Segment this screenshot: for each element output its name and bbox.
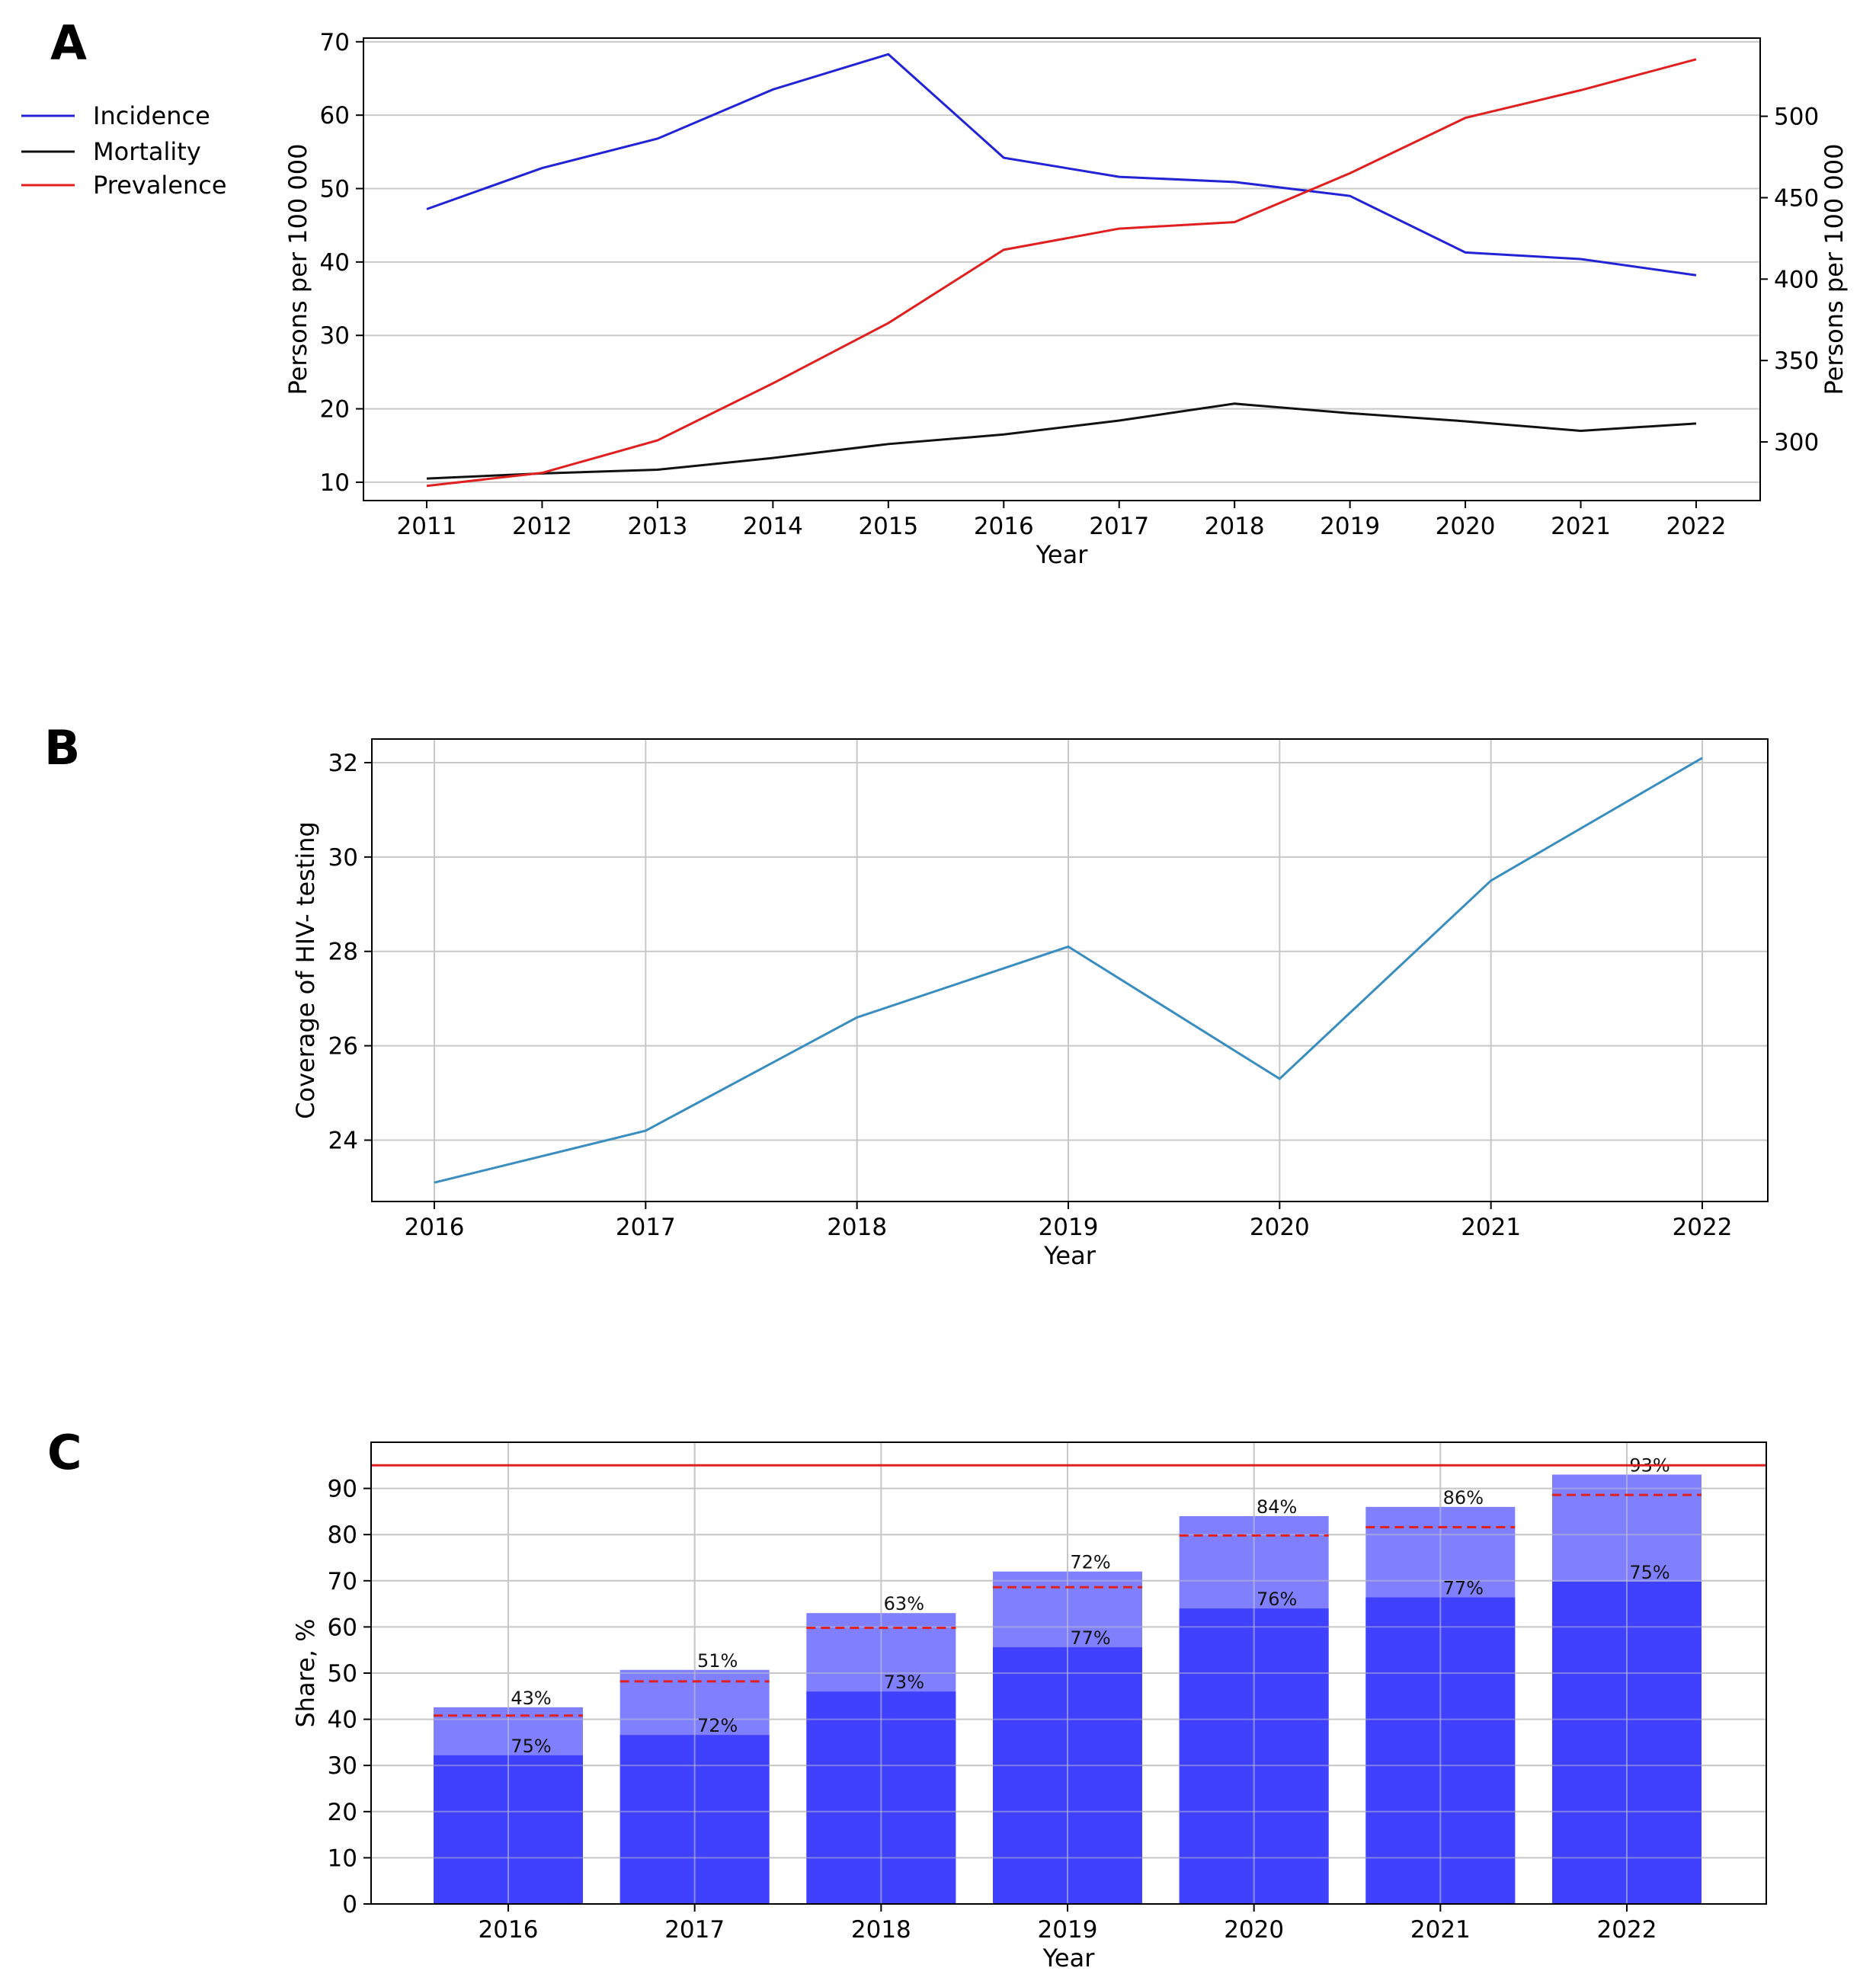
- y-right-tick-label: 500: [1774, 104, 1819, 131]
- y-tick-label: 60: [320, 102, 350, 130]
- x-tick-label: 2018: [1205, 513, 1265, 540]
- bar-total-label: 86%: [1443, 1487, 1484, 1509]
- x-tick-label: 2020: [1436, 513, 1496, 540]
- y-right-tick-label: 450: [1774, 184, 1819, 212]
- y-tick-label: 24: [328, 1127, 358, 1154]
- plot-frame-a: [363, 37, 1761, 501]
- x-tick-label: 2015: [858, 513, 918, 540]
- x-axis-label: Year: [1042, 1944, 1096, 1973]
- panel-label-a: A: [50, 15, 87, 71]
- y-right-tick-label: 350: [1774, 347, 1819, 375]
- x-axis-label: Year: [1043, 1241, 1096, 1270]
- bar-total-label: 84%: [1257, 1496, 1297, 1518]
- panel-label-b: B: [44, 720, 81, 776]
- y-axis-label: Share, %: [291, 1618, 320, 1727]
- y-tick-label: 40: [328, 1707, 357, 1734]
- x-tick-label: 2012: [512, 513, 572, 540]
- bar-inner-label: 76%: [1257, 1589, 1297, 1610]
- series-line-prevalence: [426, 58, 1697, 488]
- bar-inner-label: 75%: [511, 1736, 551, 1757]
- x-tick-label: 2017: [616, 1214, 676, 1241]
- y-tick-label: 0: [342, 1891, 357, 1918]
- y-tick-label: 90: [328, 1476, 357, 1503]
- y-tick-label: 20: [328, 1799, 357, 1826]
- bar-inner-label: 77%: [1443, 1578, 1484, 1599]
- y-right-tick-label: 300: [1774, 429, 1819, 456]
- x-tick-label: 2018: [851, 1916, 911, 1944]
- y-tick-label: 70: [320, 29, 350, 56]
- x-axis-label: Year: [1036, 540, 1089, 569]
- x-tick-label: 2022: [1666, 513, 1727, 540]
- x-tick-label: 2016: [479, 1916, 539, 1944]
- y-tick-label: 40: [320, 249, 350, 277]
- y-right-tick-label: 400: [1774, 266, 1819, 293]
- y-tick-label: 30: [320, 322, 350, 350]
- x-tick-label: 2016: [974, 513, 1034, 540]
- y-tick-label: 30: [328, 1752, 357, 1780]
- y-tick-label: 32: [328, 750, 358, 777]
- x-tick-label: 2016: [405, 1214, 465, 1241]
- x-tick-label: 2022: [1673, 1214, 1733, 1241]
- legend-label: Prevalence: [93, 171, 227, 200]
- x-tick-label: 2020: [1224, 1916, 1284, 1944]
- y-axis-label: Coverage of HIV- testing: [291, 821, 320, 1119]
- x-tick-label: 2019: [1320, 513, 1380, 540]
- x-tick-label: 2018: [827, 1214, 887, 1241]
- plot-frame-b: [371, 738, 1769, 1202]
- y-tick-label: 28: [328, 939, 358, 966]
- bar-inner-label: 72%: [697, 1715, 738, 1736]
- y-tick-label: 50: [328, 1660, 357, 1688]
- x-tick-label: 2017: [664, 1916, 725, 1944]
- bar-total-label: 72%: [1070, 1552, 1110, 1573]
- legend-label: Mortality: [93, 137, 201, 166]
- x-tick-label: 2017: [1089, 513, 1149, 540]
- bar-total-label: 51%: [697, 1650, 738, 1672]
- x-tick-label: 2020: [1250, 1214, 1310, 1241]
- y-tick-label: 30: [328, 844, 358, 872]
- x-tick-label: 2019: [1039, 1214, 1099, 1241]
- y-tick-label: 70: [328, 1568, 357, 1595]
- bar-total-label: 43%: [511, 1688, 551, 1709]
- y-axis-label: Persons per 100 000: [283, 143, 312, 395]
- y-tick-label: 50: [320, 176, 350, 203]
- y-tick-label: 26: [328, 1033, 358, 1061]
- bar-inner-label: 77%: [1070, 1627, 1110, 1649]
- x-tick-label: 2014: [743, 513, 803, 540]
- y-tick-label: 60: [328, 1614, 357, 1641]
- bar-inner-label: 75%: [1629, 1562, 1670, 1583]
- x-tick-label: 2013: [627, 513, 687, 540]
- x-tick-label: 2019: [1038, 1916, 1098, 1944]
- y-tick-label: 10: [320, 469, 350, 497]
- x-tick-label: 2021: [1410, 1916, 1471, 1944]
- x-tick-label: 2011: [397, 513, 457, 540]
- series-line-coverage: [434, 757, 1703, 1184]
- x-tick-label: 2021: [1551, 513, 1611, 540]
- bar-total-label: 63%: [884, 1593, 924, 1614]
- x-tick-label: 2021: [1461, 1214, 1521, 1241]
- x-tick-label: 2022: [1597, 1916, 1657, 1944]
- panel-label-c: C: [47, 1425, 82, 1480]
- series-line-incidence: [426, 53, 1697, 277]
- legend-label: Incidence: [93, 101, 210, 130]
- y-right-axis-label: Persons per 100 000: [1820, 143, 1849, 395]
- y-tick-label: 80: [328, 1521, 357, 1549]
- y-tick-label: 20: [320, 396, 350, 424]
- bar-inner-label: 73%: [884, 1672, 924, 1693]
- y-tick-label: 10: [328, 1845, 357, 1872]
- series-line-mortality: [426, 402, 1697, 480]
